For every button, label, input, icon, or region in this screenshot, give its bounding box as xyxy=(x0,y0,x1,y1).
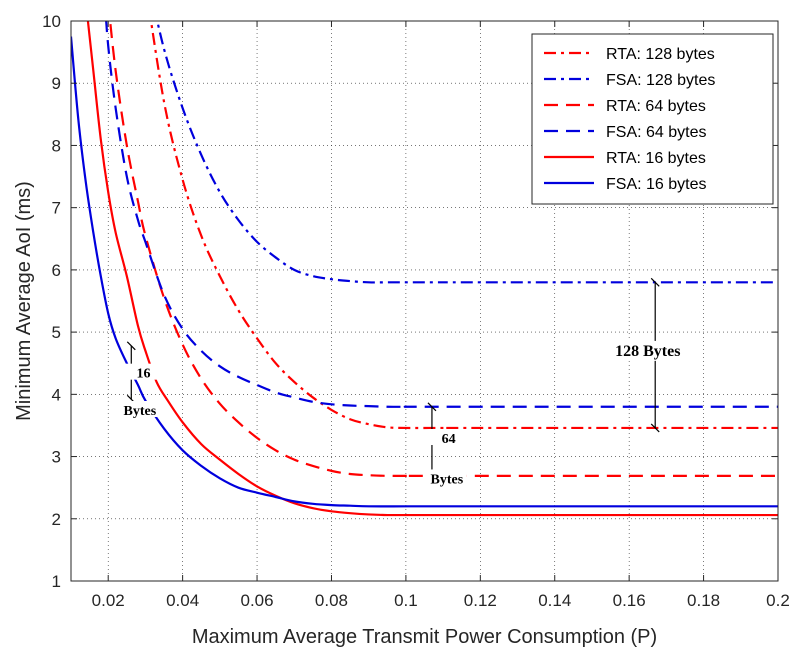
annotation-bg xyxy=(601,340,694,361)
series-line-fsa-128-bytes xyxy=(156,21,778,284)
y-tick-label: 3 xyxy=(52,448,61,467)
tick-layer: 0.02 0.04 0.06 0.08 0.1 0.12 0.14 0.16 0.18 0.212… xyxy=(42,12,790,610)
annotation-bg xyxy=(123,363,164,380)
bracket-cap-top xyxy=(650,277,660,287)
y-tick-label: 4 xyxy=(52,385,61,404)
legend: RTA: 128 bytes FSA: 128 bytes RTA: 64 byte… xyxy=(531,33,774,205)
legend-label: RTA: 64 bytes xyxy=(606,98,706,115)
annotation-bg xyxy=(428,429,469,445)
bracket-cap-top xyxy=(126,341,136,351)
y-tick-label: 9 xyxy=(52,74,61,93)
y-tick-label: 5 xyxy=(52,323,61,342)
y-tick-label: 7 xyxy=(52,199,61,218)
grid-lines xyxy=(71,21,778,581)
legend-box xyxy=(531,33,774,205)
y-tick-label: 6 xyxy=(52,261,61,280)
x-tick-label: 0.08 xyxy=(315,591,348,610)
y-axis-label: Minimum Average AoI (ms) xyxy=(13,181,35,421)
annotation-text: Bytes xyxy=(124,404,157,419)
annotation-bg xyxy=(119,401,160,417)
series-line-fsa-64-bytes xyxy=(105,21,778,408)
plot-frame xyxy=(70,20,779,582)
series-line-fsa-16-bytes xyxy=(71,36,778,508)
y-tick-label: 1 xyxy=(52,572,61,591)
x-tick-label: 0.2 xyxy=(766,591,790,610)
series-layer xyxy=(71,21,778,517)
x-tick-label: 0.06 xyxy=(241,591,274,610)
annotation-text: 16 xyxy=(137,367,151,382)
legend-label: FSA: 64 bytes xyxy=(606,124,707,141)
series-line-rta-64-bytes xyxy=(109,21,778,477)
bracket-cap-top xyxy=(427,402,437,412)
legend-label: FSA: 16 bytes xyxy=(606,176,707,193)
x-tick-label: 0.16 xyxy=(613,591,646,610)
legend-label: RTA: 128 bytes xyxy=(606,46,715,63)
annotation-layer: 16 Bytes 64 Bytes 128 Bytes xyxy=(119,340,694,487)
y-tick-label: 10 xyxy=(42,12,61,31)
legend-label: RTA: 16 bytes xyxy=(606,150,706,167)
x-tick-label: 0.1 xyxy=(394,591,418,610)
series-line-rta-16-bytes xyxy=(86,21,778,517)
x-tick-label: 0.12 xyxy=(464,591,497,610)
x-axis-label: Maximum Average Transmit Power Consumpti… xyxy=(192,626,657,648)
annotation-text: Bytes xyxy=(430,472,463,487)
x-tick-label: 0.14 xyxy=(538,591,571,610)
x-tick-label: 0.18 xyxy=(687,591,720,610)
y-tick-label: 8 xyxy=(52,136,61,155)
bracket-cap-bottom xyxy=(650,423,660,433)
y-tick-label: 2 xyxy=(52,510,61,529)
x-tick-label: 0.04 xyxy=(166,591,199,610)
annotation-bg xyxy=(426,469,467,486)
annotation-text: 128 Bytes xyxy=(615,343,680,360)
x-tick-label: 0.02 xyxy=(92,591,125,610)
legend-label: FSA: 128 bytes xyxy=(606,72,715,89)
series-line-rta-128-bytes xyxy=(149,21,778,430)
annotation-text: 64 xyxy=(442,432,456,447)
